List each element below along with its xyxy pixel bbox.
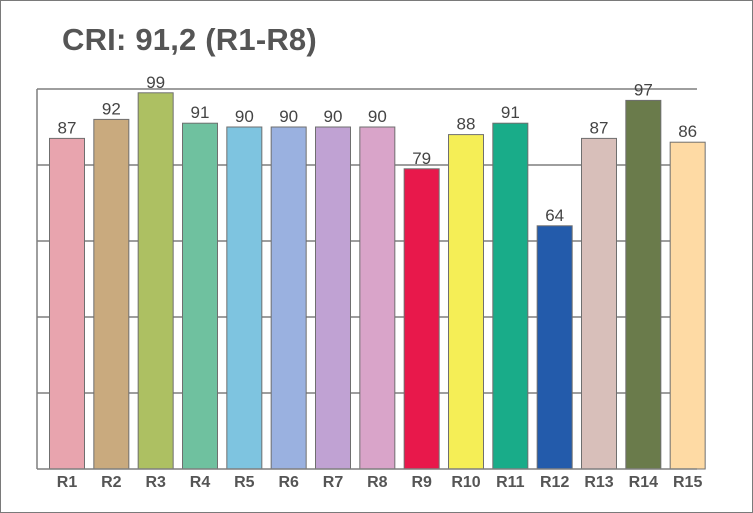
- bar-r8: [359, 126, 396, 470]
- x-tick-label: R6: [278, 474, 299, 491]
- x-tick-labels: R1 R2 R3 R4 R5 R6 R7 R8 R9 R10 R11 R12 R13 R14 R15: [57, 474, 703, 491]
- bar-r2: [93, 118, 130, 470]
- x-tick-label: R15: [673, 474, 702, 491]
- x-tick-label: R7: [323, 474, 344, 491]
- value-label: 88: [457, 115, 476, 134]
- value-label: 90: [235, 107, 254, 126]
- x-tick-label: R9: [411, 474, 432, 491]
- value-label: 97: [634, 80, 653, 99]
- bar-r1: [49, 137, 85, 470]
- value-label: 87: [58, 118, 77, 137]
- value-label: 79: [412, 149, 431, 168]
- bar-r3: [137, 92, 174, 470]
- x-tick-label: R3: [145, 474, 166, 491]
- x-tick-label: R4: [190, 474, 211, 491]
- x-tick-label: R12: [540, 474, 569, 491]
- chart-title: CRI: 91,2 (R1-R8): [62, 22, 317, 57]
- value-label: 90: [324, 107, 343, 126]
- x-tick-label: R13: [584, 474, 613, 491]
- value-label: 91: [191, 103, 210, 122]
- x-tick-label: R11: [496, 474, 525, 491]
- bar-r14: [625, 99, 662, 470]
- bar-r9: [403, 168, 440, 470]
- x-tick-label: R8: [367, 474, 388, 491]
- bar-r15: [669, 141, 706, 470]
- x-tick-label: R14: [629, 474, 658, 491]
- value-label: 90: [279, 107, 298, 126]
- value-label: 86: [678, 122, 697, 141]
- bar-r10: [448, 134, 484, 470]
- bar-r6: [270, 126, 307, 470]
- bars: [49, 92, 706, 470]
- bar-r4: [182, 122, 218, 470]
- bar-r11: [492, 122, 529, 470]
- value-label: 99: [146, 73, 165, 92]
- bar-r12: [536, 225, 573, 470]
- value-label: 64: [545, 206, 564, 225]
- value-label: 90: [368, 107, 387, 126]
- value-label: 87: [590, 118, 609, 137]
- bar-r5: [226, 126, 263, 470]
- bar-r7: [315, 126, 351, 470]
- value-label: 92: [102, 99, 121, 118]
- x-tick-label: R5: [234, 474, 255, 491]
- value-labels: 87 92 99 91 90 90 90 90 79 88 91 64 87 97 86: [58, 73, 698, 225]
- x-tick-label: R10: [451, 474, 480, 491]
- x-tick-label: R1: [57, 474, 78, 491]
- bar-r13: [581, 137, 617, 470]
- value-label: 91: [501, 103, 520, 122]
- x-tick-label: R2: [101, 474, 122, 491]
